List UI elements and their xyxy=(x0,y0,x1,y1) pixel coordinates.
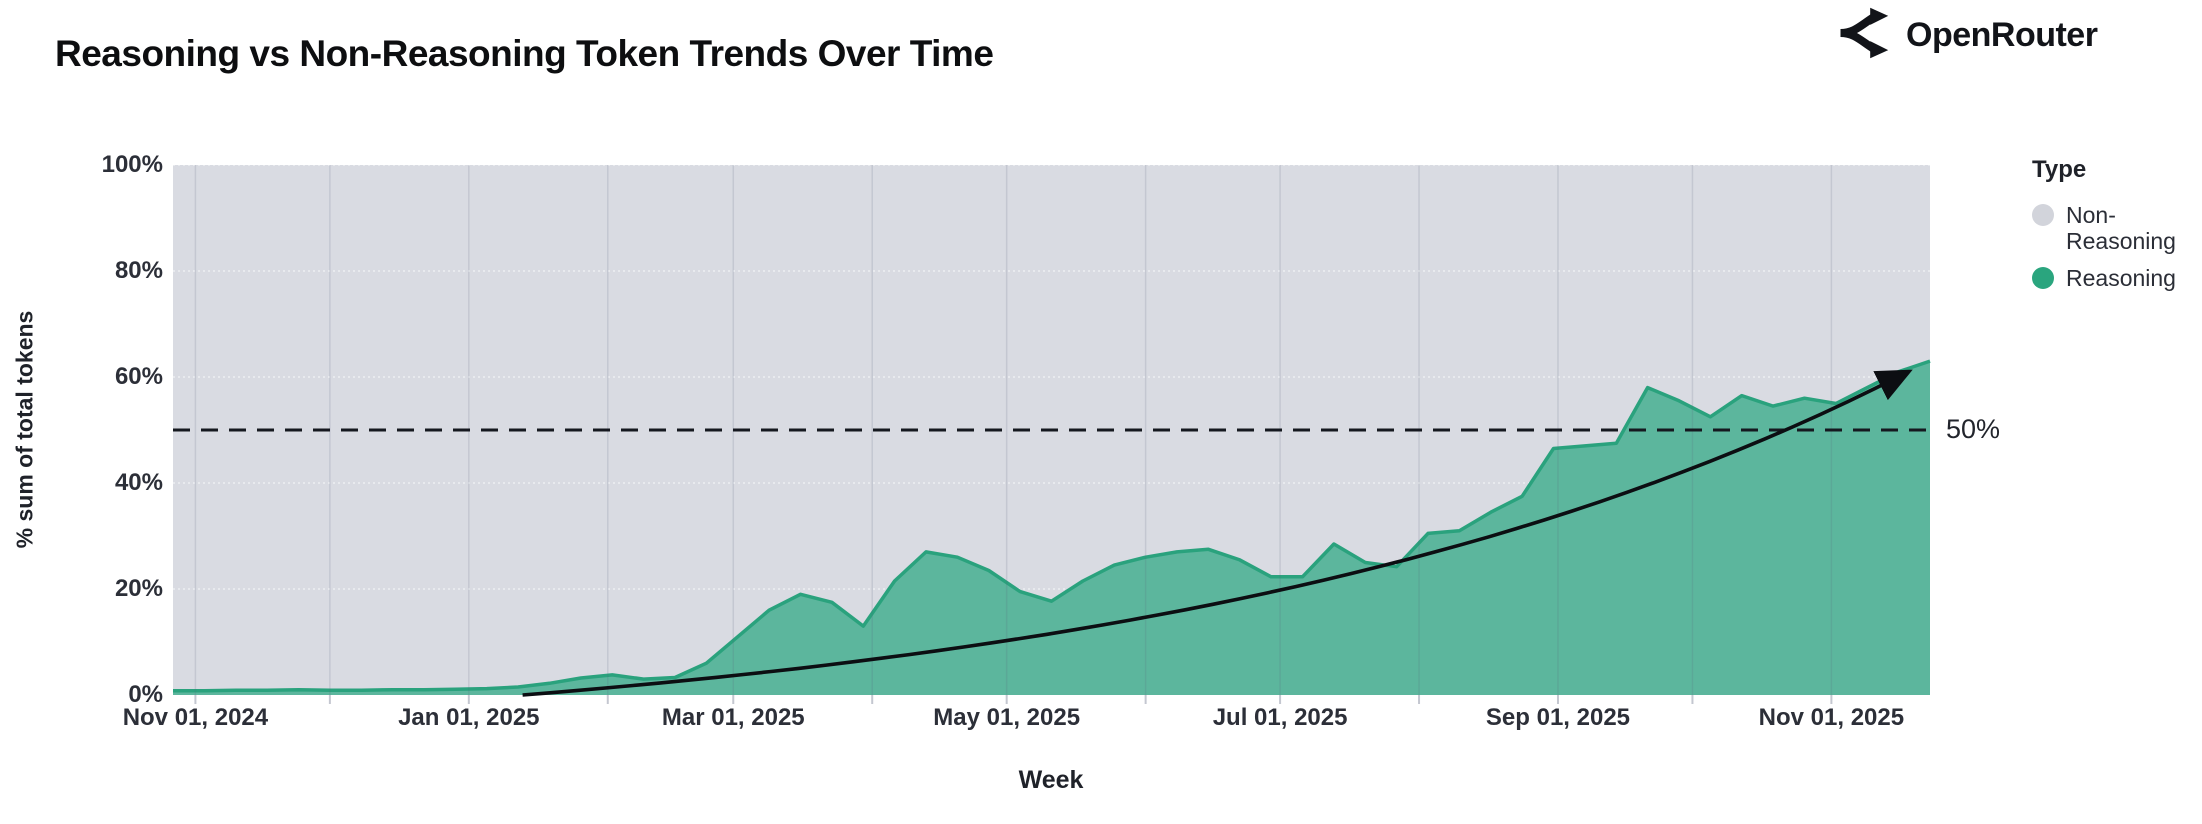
trend-arrow xyxy=(522,369,1913,697)
reference-line-label: 50% xyxy=(1946,414,2001,444)
y-tick-label: 60% xyxy=(114,363,163,390)
x-tick-label: May 01, 2025 xyxy=(933,704,1081,731)
x-tick-label: Mar 01, 2025 xyxy=(661,704,805,731)
legend-item-label: Non-Reasoning xyxy=(2066,202,2176,255)
legend-title: Type xyxy=(2032,156,2087,183)
brand-name: OpenRouter xyxy=(1906,16,2098,54)
openrouter-logo-icon xyxy=(1836,6,1890,65)
reasoning-boundary-line xyxy=(173,359,1931,693)
y-tick-label: 20% xyxy=(114,575,163,602)
x-tick-label: Nov 01, 2024 xyxy=(122,704,269,731)
legend-item-label: Reasoning xyxy=(2066,264,2176,291)
x-tick-label: Jul 01, 2025 xyxy=(1212,704,1348,731)
x-tick-label: Sep 01, 2025 xyxy=(1485,704,1631,731)
brand: OpenRouter xyxy=(1836,6,2098,65)
x-tick-label: Jan 01, 2025 xyxy=(398,704,540,731)
x-axis-title: Week xyxy=(1018,766,1084,794)
y-tick-label: 80% xyxy=(114,257,163,284)
legend-item-reasoning: Reasoning xyxy=(2032,265,2192,291)
reasoning-area xyxy=(173,361,1930,695)
page-title: Reasoning vs Non-Reasoning Token Trends … xyxy=(55,32,994,74)
y-tick-label: 0% xyxy=(128,681,163,708)
legend-swatch-icon xyxy=(2032,266,2054,289)
x-tick-label: Nov 01, 2025 xyxy=(1758,704,1905,731)
legend: Type Non-Reasoning Reasoning xyxy=(2032,156,2192,301)
y-tick-label: 40% xyxy=(114,469,163,496)
legend-swatch-icon xyxy=(2032,204,2054,226)
legend-item-non-reasoning: Non-Reasoning xyxy=(2032,202,2192,255)
y-tick-label: 100% xyxy=(101,151,163,178)
